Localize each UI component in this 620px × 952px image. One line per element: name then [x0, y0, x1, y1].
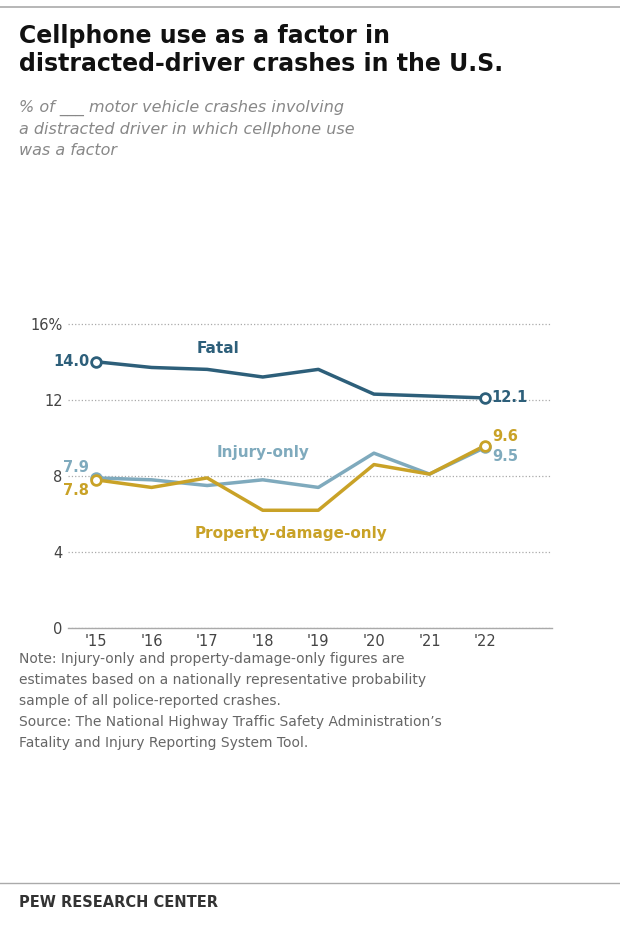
Text: Fatality and Injury Reporting System Tool.: Fatality and Injury Reporting System Too… — [19, 736, 308, 750]
Text: 12.1: 12.1 — [492, 390, 528, 406]
Text: PEW RESEARCH CENTER: PEW RESEARCH CENTER — [19, 895, 218, 910]
Text: % of ___ motor vehicle crashes involving
a distracted driver in which cellphone : % of ___ motor vehicle crashes involving… — [19, 100, 354, 158]
Text: sample of all police-reported crashes.: sample of all police-reported crashes. — [19, 694, 280, 708]
Text: 7.8: 7.8 — [63, 483, 89, 498]
Text: Note: Injury-only and property-damage-only figures are: Note: Injury-only and property-damage-on… — [19, 652, 404, 666]
Text: Property-damage-only: Property-damage-only — [194, 526, 387, 541]
Text: 14.0: 14.0 — [53, 354, 89, 369]
Text: Cellphone use as a factor in: Cellphone use as a factor in — [19, 24, 389, 48]
Text: estimates based on a nationally representative probability: estimates based on a nationally represen… — [19, 673, 426, 687]
Text: 7.9: 7.9 — [63, 460, 89, 475]
Text: 9.5: 9.5 — [492, 449, 518, 465]
Text: Fatal: Fatal — [197, 341, 240, 356]
Text: Source: The National Highway Traffic Safety Administration’s: Source: The National Highway Traffic Saf… — [19, 715, 441, 729]
Text: distracted-driver crashes in the U.S.: distracted-driver crashes in the U.S. — [19, 52, 503, 76]
Text: 9.6: 9.6 — [492, 428, 518, 444]
Text: Injury-only: Injury-only — [216, 445, 309, 460]
